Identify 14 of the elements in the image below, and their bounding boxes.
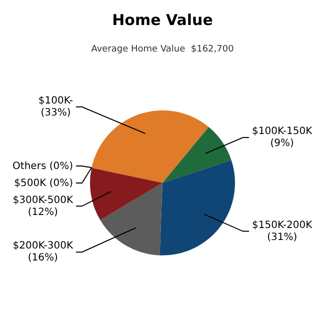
slice-label: $100K- bbox=[38, 95, 74, 106]
chart-title: Home Value bbox=[112, 10, 213, 29]
slice-label: $200K-300K bbox=[12, 240, 74, 252]
data-label: (33%) bbox=[40, 107, 71, 118]
chart-subtitle: Average Home Value $162,700 bbox=[91, 44, 234, 55]
category-label: $500K (0%) bbox=[14, 178, 74, 189]
data-label: (12%) bbox=[28, 206, 58, 218]
data-label: (31%) bbox=[267, 232, 298, 243]
data-label: (16%) bbox=[28, 252, 58, 264]
slice-label: $300K-500K bbox=[12, 194, 74, 206]
slice-label: $150K-200K bbox=[252, 220, 313, 231]
legend-label: Others (0%) bbox=[12, 160, 74, 172]
slice-label: $100K-150K bbox=[252, 126, 313, 138]
data-label: (9%) bbox=[270, 138, 294, 150]
